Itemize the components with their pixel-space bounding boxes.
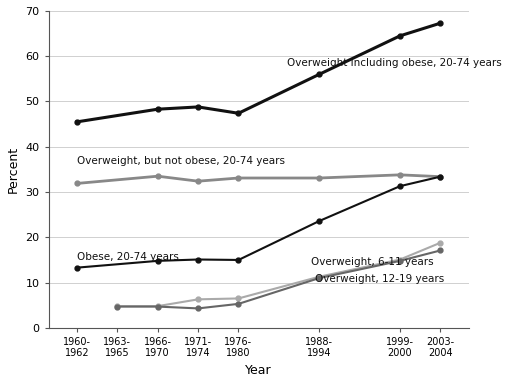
- Text: Overweight, 12-19 years: Overweight, 12-19 years: [315, 273, 445, 283]
- Text: Obese, 20-74 years: Obese, 20-74 years: [77, 252, 179, 262]
- Text: Overweight including obese, 20-74 years: Overweight including obese, 20-74 years: [287, 58, 501, 68]
- Y-axis label: Percent: Percent: [7, 146, 20, 193]
- Text: Overweight, but not obese, 20-74 years: Overweight, but not obese, 20-74 years: [77, 156, 285, 166]
- Text: Overweight, 6-11 years: Overweight, 6-11 years: [311, 257, 434, 267]
- X-axis label: Year: Year: [246, 364, 272, 377]
